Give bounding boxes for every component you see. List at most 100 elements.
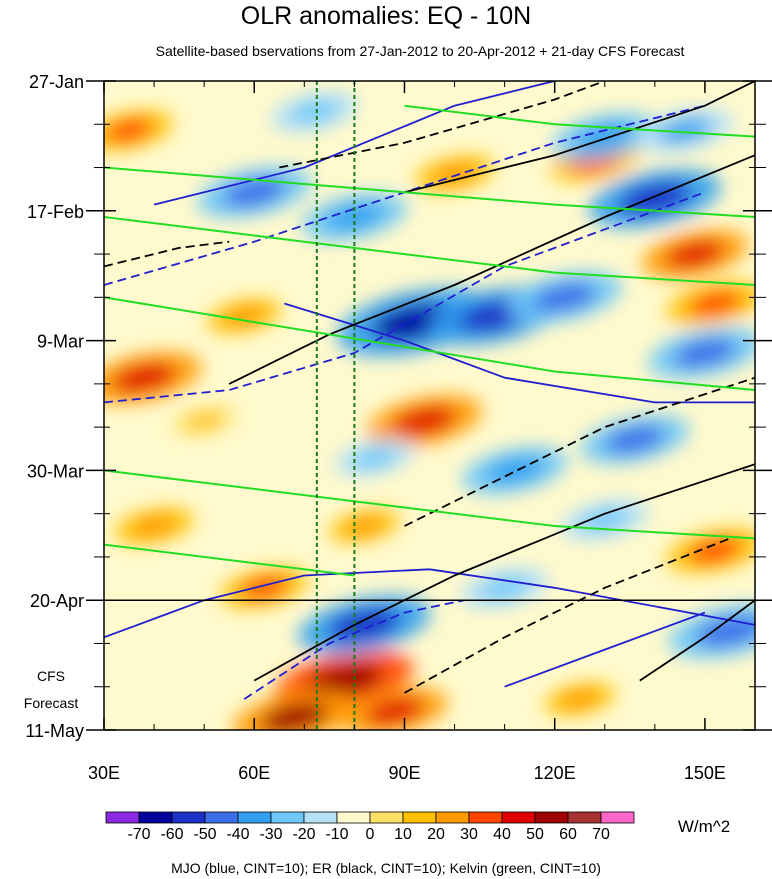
mjo-contour (504, 611, 706, 688)
olr-anomaly-core (618, 182, 692, 215)
kelvin-contour (104, 216, 755, 286)
olr-anomaly-core (665, 240, 725, 268)
colorbar-tick-label: -50 (193, 826, 216, 843)
y-tick-label: 20-Apr (30, 591, 84, 611)
colorbar-tick-label: -10 (325, 826, 348, 843)
colorbar-tick-label: 70 (592, 826, 610, 843)
colorbar-swatch (237, 811, 272, 824)
mjo-contour (104, 191, 706, 404)
colorbar-tick-label: 50 (526, 826, 544, 843)
olr-anomaly-core (673, 338, 737, 368)
x-tick-label: 120E (534, 763, 576, 783)
colorbar-tick-label: -40 (226, 826, 249, 843)
colorbar: -70 -60 -50 -40 -30 -20 -10 0 10 20 30 40 50 60 70 (105, 811, 635, 843)
colorbar-tick-label: 10 (394, 826, 412, 843)
colorbar-unit: W/m^2 (678, 817, 730, 836)
kelvin-contour (104, 166, 755, 218)
y-tick-label: 30-Mar (27, 461, 84, 481)
colorbar-tick-label: -30 (259, 826, 282, 843)
olr-anomaly-core (187, 412, 222, 430)
colorbar-swatch (171, 811, 206, 824)
mjo-contour (104, 568, 755, 639)
er-contour (253, 463, 755, 682)
olr-anomaly-core (580, 508, 630, 532)
olr-anomaly-core (290, 100, 339, 124)
forecast-label-line2: Forecast (24, 695, 79, 711)
er-contour (404, 376, 755, 527)
y-tick-label: 27-Jan (29, 72, 84, 92)
olr-anomaly-core (327, 608, 401, 642)
colorbar-swatch (369, 811, 404, 824)
olr-anomaly-core (604, 425, 665, 454)
colorbar-tick-label: 40 (493, 826, 511, 843)
colorbar-tick-label: 30 (460, 826, 478, 843)
olr-anomaly-core (260, 702, 329, 730)
colorbar-swatch (105, 811, 140, 824)
contour-layer (104, 81, 755, 700)
er-contour (279, 81, 608, 169)
chart-subtitle: Satellite-based bservations from 27-Jan-… (156, 43, 685, 59)
x-tick-label: 30E (88, 763, 120, 783)
y-tick-label: 9-Mar (37, 332, 84, 352)
colorbar-swatch (270, 811, 305, 824)
colorbar-swatch (204, 811, 239, 824)
olr-anomaly-core (392, 406, 457, 436)
colorbar-swatch (138, 811, 173, 824)
mjo-contour (243, 599, 465, 700)
colorbar-swatch (402, 811, 437, 824)
colorbar-swatch (534, 811, 569, 824)
er-contour (404, 537, 731, 694)
kelvin-contour (104, 296, 755, 391)
axes: 30E 60E 90E 120E 150E 27-Jan 17-Feb 9-Mar 30-Mar… (25, 72, 772, 783)
olr-anomaly-core (688, 291, 742, 316)
colorbar-tick-label: -60 (160, 826, 183, 843)
colorbar-swatch (501, 811, 536, 824)
colorbar-swatch (336, 811, 371, 824)
olr-anomaly-core (223, 306, 265, 326)
plot-frame (103, 80, 756, 731)
olr-anomaly-core (533, 283, 597, 312)
olr-anomaly-core (485, 457, 544, 484)
kelvin-contour (104, 469, 755, 540)
contour-legend-caption: MJO (blue, CINT=10); ER (black, CINT=10)… (171, 860, 601, 876)
olr-anomaly-core (132, 515, 176, 537)
plot-area (86, 80, 772, 731)
reference-lines (315, 81, 356, 730)
y-tick-label: 11-May (25, 721, 84, 741)
olr-field-layer (104, 91, 755, 730)
er-contour (228, 154, 755, 385)
olr-anomaly-core (658, 118, 712, 143)
olr-anomaly-core (112, 363, 176, 392)
mjo-contour (284, 302, 755, 404)
x-tick-label: 90E (388, 763, 420, 783)
er-contour (104, 240, 230, 268)
x-tick-label: 60E (238, 763, 270, 783)
x-tick-label: 150E (684, 763, 726, 783)
colorbar-swatch (468, 811, 503, 824)
colorbar-swatch (303, 811, 338, 824)
olr-anomaly-core (688, 538, 742, 564)
y-tick-label: 17-Feb (27, 202, 84, 222)
colorbar-tick-label: 0 (366, 826, 375, 843)
olr-anomaly-core (560, 689, 600, 709)
kelvin-contour (404, 104, 755, 138)
colorbar-swatch (435, 811, 470, 824)
olr-anomaly-core (222, 178, 286, 207)
olr-anomaly-core (306, 663, 383, 698)
colorbar-swatch (567, 811, 602, 824)
olr-anomaly-core (104, 119, 154, 142)
colorbar-tick-label: 20 (427, 826, 445, 843)
kelvin-contour (104, 543, 355, 577)
forecast-label-line1: CFS (37, 668, 65, 684)
colorbar-tick-label: -70 (127, 826, 150, 843)
olr-anomaly-core (352, 447, 397, 469)
colorbar-tick-label: 60 (559, 826, 577, 843)
chart-title: OLR anomalies: EQ - 10N (241, 2, 531, 30)
colorbar-tick-label: -20 (292, 826, 315, 843)
olr-anomaly-blobs (104, 91, 755, 730)
colorbar-swatch (600, 811, 635, 824)
er-contour (639, 599, 755, 682)
olr-anomaly-core (365, 698, 424, 725)
er-contour (404, 81, 755, 194)
